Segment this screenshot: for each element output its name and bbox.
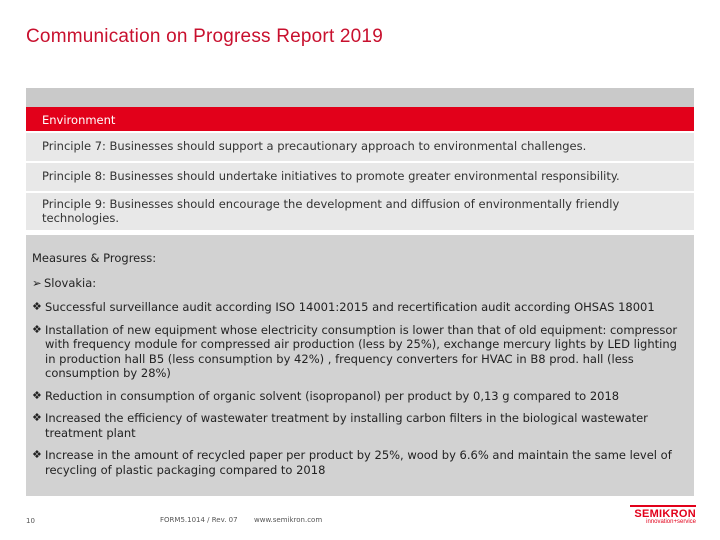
list-item: ❖ Increase in the amount of recycled pap… <box>32 448 680 477</box>
principle-row-9: Principle 9: Businesses should encourage… <box>26 193 694 232</box>
country-label: Slovakia: <box>44 275 97 290</box>
table-header-environment: Environment <box>26 107 694 133</box>
list-item-text: Reduction in consumption of organic solv… <box>45 388 620 403</box>
website-link[interactable]: www.semikron.com <box>254 516 323 524</box>
page-title: Communication on Progress Report 2019 <box>26 26 383 47</box>
list-item-text: Increase in the amount of recycled paper… <box>45 448 672 477</box>
diamond-bullet-icon: ❖ <box>32 388 42 402</box>
list-item: ❖ Increased the efficiency of wastewater… <box>32 411 680 440</box>
diamond-bullet-icon: ❖ <box>32 411 42 424</box>
page-number: 10 <box>26 517 35 525</box>
list-item: ❖ Reduction in consumption of organic so… <box>32 389 680 404</box>
list-item-text: Successful surveillance audit according … <box>45 300 655 314</box>
principles-table: Environment Principle 7: Businesses shou… <box>26 88 694 232</box>
country-heading: ➢ Slovakia: <box>32 276 680 291</box>
measures-title: Measures & Progress: <box>32 251 157 265</box>
logo-wordmark: SEMIKRON <box>630 505 696 520</box>
list-item-text: Increased the efficiency of wastewater t… <box>45 411 648 440</box>
logo-tagline: innovation+service <box>646 519 696 525</box>
arrow-bullet-icon: ➢ <box>32 275 42 290</box>
list-item: ❖ Installation of new equipment whose el… <box>32 323 680 381</box>
form-number: FORM5.1014 / Rev. 07 <box>160 516 238 524</box>
diamond-bullet-icon: ❖ <box>32 448 42 461</box>
principle-row-7: Principle 7: Businesses should support a… <box>26 133 694 163</box>
diamond-bullet-icon: ❖ <box>32 322 42 336</box>
semikron-logo: SEMIKRON innovation+service <box>630 505 696 525</box>
diamond-bullet-icon: ❖ <box>32 300 42 313</box>
list-item: ❖ Successful surveillance audit accordin… <box>32 300 680 315</box>
principle-row-8: Principle 8: Businesses should undertake… <box>26 163 694 193</box>
table-top-bar <box>26 88 694 107</box>
list-item-text: Installation of new equipment whose elec… <box>45 322 678 381</box>
measures-panel: Measures & Progress: ➢ Slovakia: ❖ Succe… <box>26 235 694 496</box>
